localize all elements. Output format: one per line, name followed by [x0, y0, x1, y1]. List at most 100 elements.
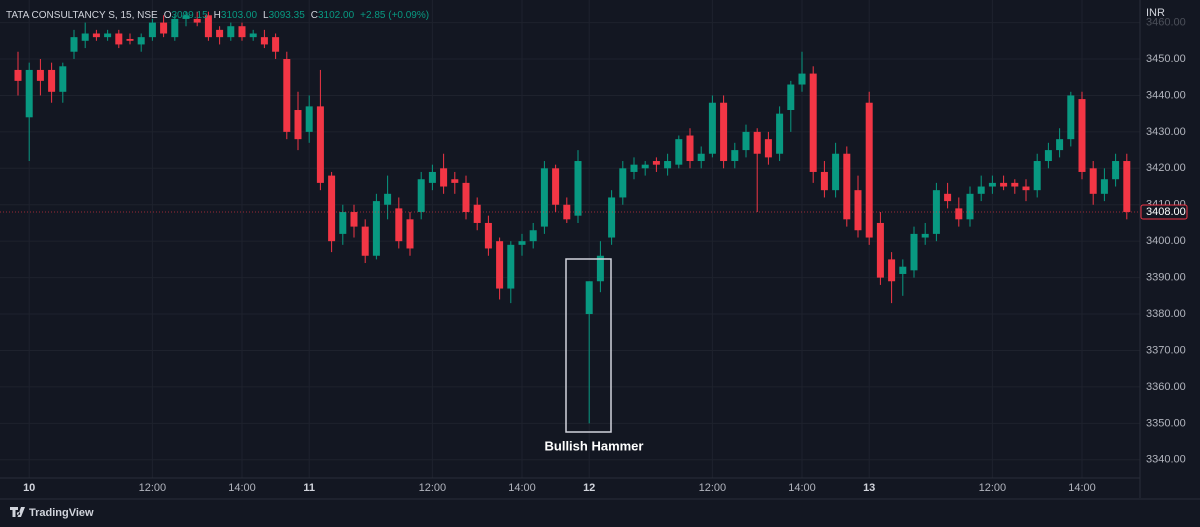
candle-body [764, 139, 772, 158]
candle-body [171, 18, 179, 38]
candle-body [25, 69, 33, 118]
candle-body [675, 139, 683, 165]
y-tick-label: 3360.00 [1146, 381, 1186, 393]
candle-body [473, 204, 481, 223]
x-tick-label: 14:00 [1068, 482, 1096, 494]
candle-body [820, 171, 828, 191]
x-tick-label: 10 [23, 482, 35, 494]
y-tick-label: 3400.00 [1146, 235, 1186, 247]
candle-body [944, 193, 952, 202]
candle-body [440, 168, 448, 187]
candle-body [854, 190, 862, 231]
candle-body [204, 15, 212, 38]
header-item: +2.85 (+0.09%) [360, 10, 429, 21]
candle-body [697, 153, 705, 162]
candle-body [137, 37, 145, 45]
candle-body [619, 168, 627, 198]
candle-body [148, 22, 156, 38]
candle-body [1033, 161, 1041, 191]
y-tick-label: 3350.00 [1146, 417, 1186, 429]
logo-icon [10, 507, 25, 517]
candle-body [955, 208, 963, 220]
candle-body [406, 219, 414, 249]
candle-body [910, 233, 918, 271]
y-tick-label: 3450.00 [1146, 53, 1186, 65]
candle-body [496, 241, 504, 289]
y-tick-label: 3430.00 [1146, 126, 1186, 138]
header-item: 3093.35 [269, 10, 306, 21]
y-tick-label: 3340.00 [1146, 454, 1186, 466]
header-item: 3102.00 [318, 10, 355, 21]
candle-body [216, 29, 224, 38]
candle-body [283, 59, 291, 132]
candle-body [249, 33, 257, 38]
currency-label: INR [1146, 7, 1165, 19]
candle-body [798, 73, 806, 85]
candle-body [126, 38, 134, 41]
candle-body [708, 102, 716, 154]
candle-body [372, 201, 380, 256]
candle-body [832, 153, 840, 191]
candle-body [596, 255, 604, 282]
candle-body [865, 102, 873, 238]
header: TATA CONSULTANCY S, 15, NSE O3099.15 H3103… [6, 10, 429, 21]
candle-body [563, 204, 571, 220]
candle-body [462, 182, 470, 213]
y-tick-label: 3370.00 [1146, 344, 1186, 356]
x-tick-label: 14:00 [228, 482, 256, 494]
candle-body [1067, 95, 1075, 140]
candle-body [720, 102, 728, 162]
candle-body [1078, 99, 1086, 172]
candle-body [776, 113, 784, 154]
header-item: 3103.00 [221, 10, 258, 21]
candle-body [641, 164, 649, 169]
footer-logo: TradingView [10, 507, 94, 519]
header-item: L [263, 10, 269, 21]
header-item: TATA CONSULTANCY S, 15, NSE [6, 10, 158, 21]
candle-body [294, 110, 302, 140]
candle-body [1123, 161, 1131, 213]
candle-body [585, 281, 593, 315]
header-item: H [214, 10, 221, 21]
candle-body [14, 69, 22, 81]
y-tick-label: 3460.00 [1146, 16, 1186, 28]
x-tick-label: 12:00 [419, 482, 447, 494]
candle-body [899, 266, 907, 274]
candle-body [507, 244, 515, 289]
candle-body [988, 182, 996, 187]
candle-body [977, 186, 985, 194]
candle-body [843, 153, 851, 220]
last-price-tag [1140, 204, 1188, 220]
candle-body [484, 222, 492, 249]
candle-body [966, 193, 974, 220]
candle-body [921, 233, 929, 238]
candle-body [1089, 168, 1097, 194]
candle-body [59, 66, 67, 92]
candle-body [395, 208, 403, 242]
candle-body [552, 168, 560, 205]
header-item: C [311, 10, 318, 21]
header-item: O [164, 10, 172, 21]
candle-body [238, 26, 246, 38]
candle-body [316, 106, 324, 183]
candle-body [104, 33, 112, 38]
x-tick-label: 13 [863, 482, 875, 494]
candle-body [753, 131, 761, 154]
candle-body [1011, 182, 1019, 187]
candle-body [384, 193, 392, 205]
candle-body [305, 106, 313, 132]
candle-body [160, 22, 168, 34]
candle-body [115, 33, 123, 45]
x-tick-label: 12:00 [139, 482, 167, 494]
candle-body [608, 197, 616, 238]
candle-body [888, 259, 896, 282]
y-tick-label: 3440.00 [1146, 89, 1186, 101]
candle-body [1000, 182, 1008, 187]
candle-body [574, 161, 582, 216]
candle-body [664, 161, 672, 169]
candle-body [518, 241, 526, 245]
candle-body [451, 179, 459, 183]
candle-body [417, 179, 425, 213]
header-item: 3099.15 [172, 10, 209, 21]
